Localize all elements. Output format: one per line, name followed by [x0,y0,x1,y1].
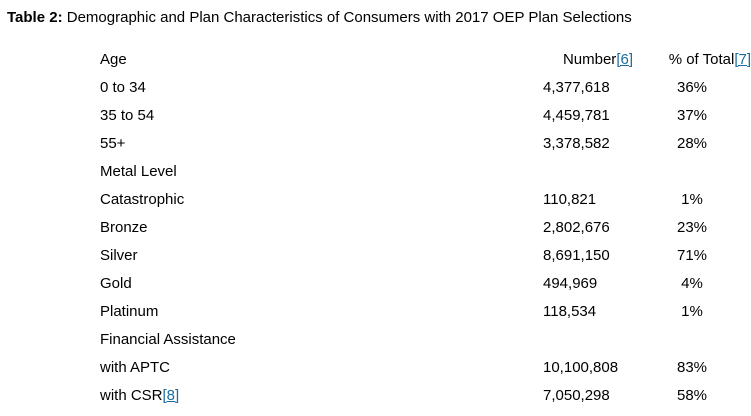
row-number: 8,691,150 [543,246,610,264]
row-percent: 58% [676,386,708,404]
row-number: 3,378,582 [543,134,610,152]
table-section-row: Financial Assistance [100,325,751,353]
column-header-percent: % of Total[7] [633,45,751,73]
row-label: 0 to 34 [100,78,146,96]
row-percent: 83% [676,358,708,376]
row-label: Gold [100,274,132,292]
row-percent: 28% [676,134,708,152]
row-label: Platinum [100,302,159,320]
row-percent: 4% [681,274,703,292]
row-label: with APTC [100,358,171,376]
row-percent: 36% [676,78,708,96]
section-header-financial-assistance: Financial Assistance [100,330,236,348]
section-header-age: Age [100,50,127,68]
table-row: 35 to 54 4,459,781 37% [100,101,751,129]
table-row: Bronze 2,802,676 23% [100,213,751,241]
footnote-6-link[interactable]: [6] [616,50,633,68]
table-title-label: Table 2: [7,9,63,26]
table-row: Catastrophic 110,821 1% [100,185,751,213]
demographics-table: Age Number[6] % of Total[7] 0 to 34 4,37… [100,45,751,409]
table-row: with APTC 10,100,808 83% [100,353,751,381]
row-number: 10,100,808 [543,358,619,376]
table-row: 0 to 34 4,377,618 36% [100,73,751,101]
footnote-8-link[interactable]: [8] [162,386,180,404]
row-number: 4,459,781 [543,106,610,124]
column-header-number: Number[6] [543,45,633,73]
row-label: Catastrophic [100,190,185,208]
empty-cell [633,325,751,353]
row-percent: 1% [681,302,703,320]
row-number: 7,050,298 [543,386,610,404]
row-number: 110,821 [543,190,597,208]
row-percent: 1% [681,190,703,208]
table-row: with CSR[8] 7,050,298 58% [100,381,751,409]
row-number: 2,802,676 [543,218,610,236]
section-header-metal-level: Metal Level [100,162,177,180]
table-row: Platinum 118,534 1% [100,297,751,325]
row-percent: 23% [676,218,708,236]
table-header-row: Age Number[6] % of Total[7] [100,45,751,73]
row-label-with-csr: with CSR[8] [100,381,543,409]
table-section-row: Metal Level [100,157,751,185]
row-number: 494,969 [543,274,598,292]
empty-cell [633,157,751,185]
row-number: 118,534 [543,302,597,320]
row-label: Bronze [100,218,148,236]
row-label: with CSR [100,386,163,404]
empty-cell [543,325,633,353]
row-percent: 37% [676,106,708,124]
table-title: Table 2: Demographic and Plan Characteri… [7,9,632,26]
percent-header-label: % of Total [668,50,735,68]
table-row: 55+ 3,378,582 28% [100,129,751,157]
table-row: Gold 494,969 4% [100,269,751,297]
row-label: 55+ [100,134,126,152]
row-label: 35 to 54 [100,106,155,124]
number-header-label: Number [562,50,617,68]
table-title-text: Demographic and Plan Characteristics of … [62,9,632,26]
row-percent: 71% [676,246,708,264]
empty-cell [543,157,633,185]
footnote-7-link[interactable]: [7] [734,50,751,68]
row-number: 4,377,618 [543,78,610,96]
row-label: Silver [100,246,138,264]
table-row: Silver 8,691,150 71% [100,241,751,269]
